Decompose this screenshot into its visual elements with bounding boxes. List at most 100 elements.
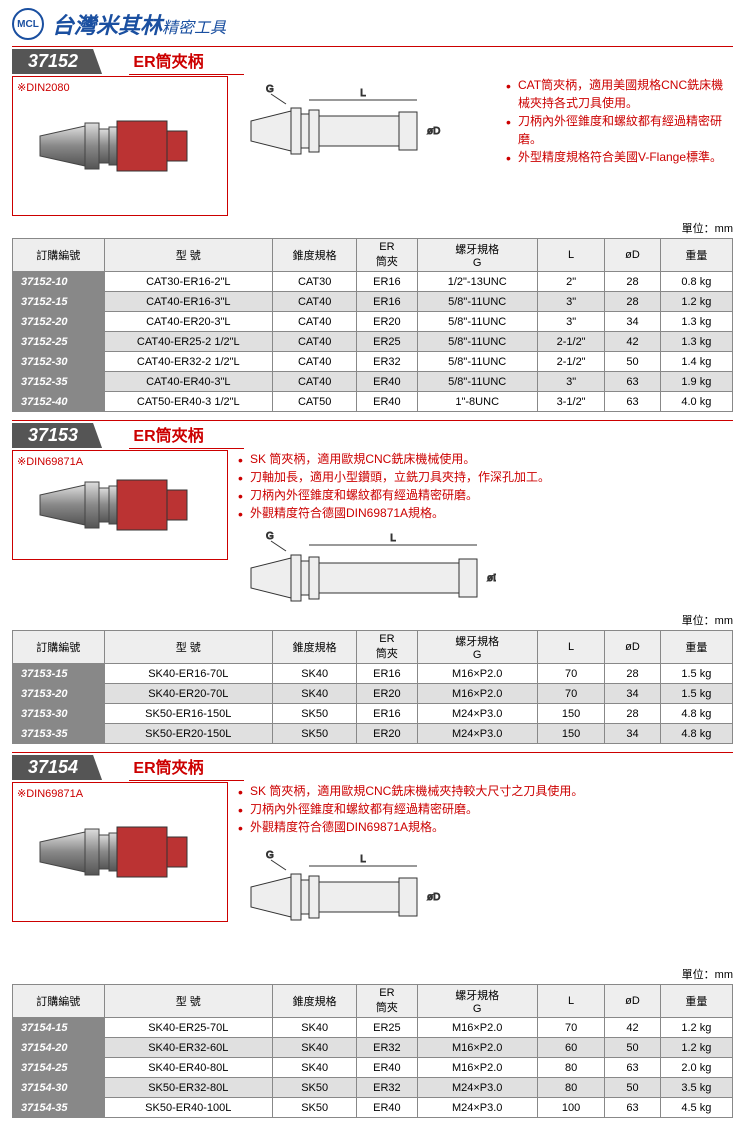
unit-label: 單位：mm xyxy=(12,220,733,236)
tech-diagram: L G øD xyxy=(236,842,496,962)
feature-bullet: 外型精度規格符合美國V-Flange標準。 xyxy=(504,148,733,166)
table-cell: 4.8 kg xyxy=(660,704,732,724)
table-cell: CAT40-ER16-3"L xyxy=(104,292,273,312)
table-cell: CAT40-ER32-2 1/2"L xyxy=(104,352,273,372)
table-cell: SK50 xyxy=(273,724,357,744)
brand-sub: 精密工具 xyxy=(162,20,226,37)
table-cell: CAT30-ER16-2"L xyxy=(104,272,273,292)
din-label: ※DIN69871A xyxy=(17,455,83,468)
svg-text:øD: øD xyxy=(427,892,440,903)
order-number-cell: 37152-30 xyxy=(13,352,105,372)
feature-list: SK 筒夾柄，適用歐規CNC銑床機械夾持較大尺寸之刀具使用。刀柄內外徑錐度和螺紋… xyxy=(236,782,733,836)
table-row: 37152-15CAT40-ER16-3"LCAT40ER165/8"-11UN… xyxy=(13,292,733,312)
table-row: 37152-20CAT40-ER20-3"LCAT40ER205/8"-11UN… xyxy=(13,312,733,332)
table-row: 37153-15SK40-ER16-70LSK40ER16M16×P2.0702… xyxy=(13,664,733,684)
table-cell: M24×P3.0 xyxy=(417,704,537,724)
feature-bullet: 外觀精度符合德國DIN69871A規格。 xyxy=(236,818,733,836)
table-header: L xyxy=(537,985,604,1018)
table-cell: ER16 xyxy=(357,272,417,292)
table-header: 型 號 xyxy=(104,985,273,1018)
table-cell: 1.5 kg xyxy=(660,664,732,684)
tech-diagram: L G øD xyxy=(236,528,496,608)
table-row: 37152-35CAT40-ER40-3"LCAT40ER405/8"-11UN… xyxy=(13,372,733,392)
table-cell: ER40 xyxy=(357,1098,417,1118)
table-row: 37153-30SK50-ER16-150LSK50ER16M24×P3.015… xyxy=(13,704,733,724)
order-number-cell: 37154-30 xyxy=(13,1078,105,1098)
order-number-cell: 37154-15 xyxy=(13,1018,105,1038)
table-cell: CAT40 xyxy=(273,372,357,392)
product-section: 37153 ER筒夾柄 ※DIN69871A SK 筒夾柄，適用歐規CNC銑床機… xyxy=(12,420,733,744)
unit-label: 單位：mm xyxy=(12,612,733,628)
product-photo: ※DIN2080 xyxy=(12,76,228,216)
table-cell: 1"-8UNC xyxy=(417,392,537,412)
table-cell: 70 xyxy=(537,1018,604,1038)
section-header: 37154 ER筒夾柄 xyxy=(12,752,733,776)
table-header: 錐度規格 xyxy=(273,631,357,664)
table-cell: 80 xyxy=(537,1078,604,1098)
table-cell: ER16 xyxy=(357,704,417,724)
svg-text:øD: øD xyxy=(487,573,496,584)
table-row: 37154-15SK40-ER25-70LSK40ER25M16×P2.0704… xyxy=(13,1018,733,1038)
table-cell: ER32 xyxy=(357,1078,417,1098)
table-cell: 70 xyxy=(537,664,604,684)
table-row: 37154-30SK50-ER32-80LSK50ER32M24×P3.0805… xyxy=(13,1078,733,1098)
page: MCL 台灣米其林精密工具 37152 ER筒夾柄 ※DIN2080 xyxy=(0,0,745,1134)
table-cell: 4.5 kg xyxy=(660,1098,732,1118)
table-cell: SK40-ER20-70L xyxy=(104,684,273,704)
order-number-cell: 37152-35 xyxy=(13,372,105,392)
spec-table: 訂購編號型 號錐度規格ER筒夾螺牙規格GLøD重量 37153-15SK40-E… xyxy=(12,630,733,744)
table-cell: ER20 xyxy=(357,684,417,704)
table-cell: CAT40 xyxy=(273,352,357,372)
table-cell: 28 xyxy=(605,292,660,312)
table-cell: 28 xyxy=(605,272,660,292)
table-header: 螺牙規格G xyxy=(417,239,537,272)
feature-bullet: SK 筒夾柄，適用歐規CNC銑床機械使用。 xyxy=(236,450,733,468)
spec-table: 訂購編號型 號錐度規格ER筒夾螺牙規格GLøD重量 37154-15SK40-E… xyxy=(12,984,733,1118)
product-section: 37154 ER筒夾柄 ※DIN69871A SK 筒夾柄，適用歐規CNC銑床機… xyxy=(12,752,733,1118)
table-cell: M16×P2.0 xyxy=(417,684,537,704)
svg-text:L: L xyxy=(390,533,396,544)
part-title: ER筒夾柄 xyxy=(129,46,243,75)
table-cell: ER20 xyxy=(357,724,417,744)
table-cell: 4.8 kg xyxy=(660,724,732,744)
part-number: 37152 xyxy=(12,49,102,74)
table-cell: M16×P2.0 xyxy=(417,1058,537,1078)
product-photo: ※DIN69871A xyxy=(12,450,228,560)
table-cell: 1/2"-13UNC xyxy=(417,272,537,292)
table-cell: SK40 xyxy=(273,1038,357,1058)
table-cell: 3" xyxy=(537,312,604,332)
order-number-cell: 37153-30 xyxy=(13,704,105,724)
table-cell: 50 xyxy=(605,352,660,372)
tech-diagram-svg: L G øD xyxy=(236,842,496,962)
table-cell: 63 xyxy=(605,392,660,412)
table-cell: 34 xyxy=(605,312,660,332)
table-cell: 1.2 kg xyxy=(660,1038,732,1058)
feature-bullet: SK 筒夾柄，適用歐規CNC銑床機械夾持較大尺寸之刀具使用。 xyxy=(236,782,733,800)
table-cell: 5/8"-11UNC xyxy=(417,292,537,312)
table-cell: ER16 xyxy=(357,664,417,684)
table-cell: 60 xyxy=(537,1038,604,1058)
table-cell: SK40 xyxy=(273,1018,357,1038)
table-cell: ER32 xyxy=(357,1038,417,1058)
order-number-cell: 37152-15 xyxy=(13,292,105,312)
table-cell: 63 xyxy=(605,372,660,392)
order-number-cell: 37152-20 xyxy=(13,312,105,332)
order-number-cell: 37152-40 xyxy=(13,392,105,412)
feature-list: CAT筒夾柄，適用美國規格CNC銑床機械夾持各式刀具使用。刀柄內外徑錐度和螺紋都… xyxy=(504,76,733,166)
table-cell: 1.4 kg xyxy=(660,352,732,372)
order-number-cell: 37152-25 xyxy=(13,332,105,352)
table-header: 螺牙規格G xyxy=(417,985,537,1018)
table-header: ER筒夾 xyxy=(357,985,417,1018)
table-cell: CAT40-ER20-3"L xyxy=(104,312,273,332)
table-header: øD xyxy=(605,239,660,272)
feature-bullet: 刀柄內外徑錐度和螺紋都有經過精密研磨。 xyxy=(236,486,733,504)
table-header: øD xyxy=(605,631,660,664)
table-cell: 42 xyxy=(605,332,660,352)
table-cell: CAT50-ER40-3 1/2"L xyxy=(104,392,273,412)
order-number-cell: 37153-15 xyxy=(13,664,105,684)
table-header: 錐度規格 xyxy=(273,239,357,272)
order-number-cell: 37152-10 xyxy=(13,272,105,292)
section-header: 37152 ER筒夾柄 xyxy=(12,46,733,70)
table-row: 37152-25CAT40-ER25-2 1/2"LCAT40ER255/8"-… xyxy=(13,332,733,352)
table-cell: 1.2 kg xyxy=(660,292,732,312)
